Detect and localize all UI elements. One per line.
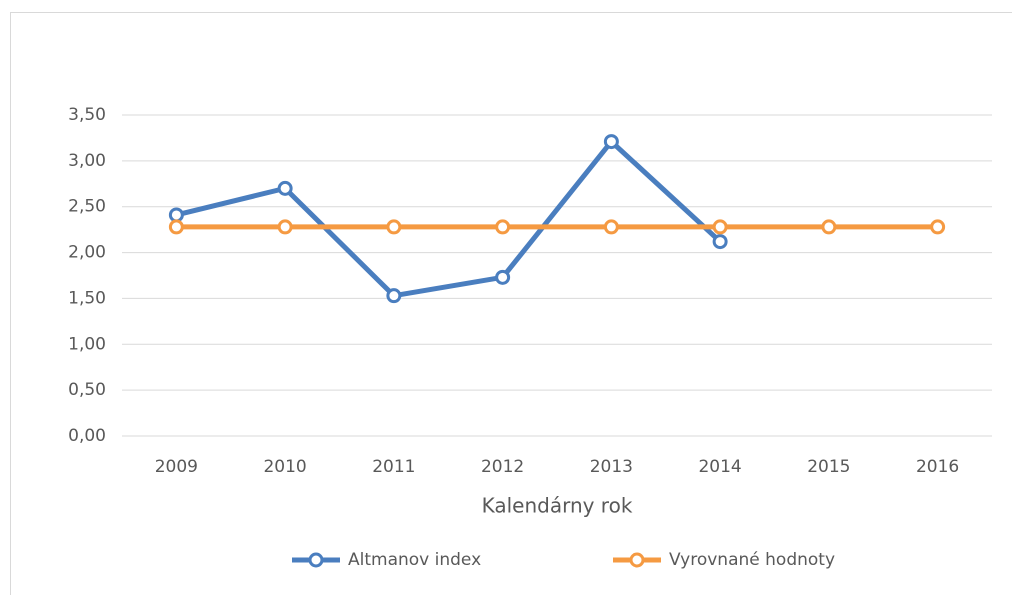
y-tick-label: 3,00 [68,151,106,171]
data-point [821,219,837,235]
data-point [603,134,619,150]
series-line [175,139,722,299]
data-point [168,207,184,223]
x-axis-label: Kalendárny rok [482,494,633,518]
y-tick-label: 1,00 [68,334,106,354]
x-tick-label: 2015 [807,457,850,477]
data-point [712,219,728,235]
data-point [386,288,402,304]
data-point [712,234,728,250]
data-point [168,219,184,235]
data-point [495,269,511,285]
y-tick-label: 3,50 [68,105,106,125]
legend-marker [308,552,324,568]
data-point [277,180,293,196]
x-tick-label: 2013 [590,457,633,477]
x-tick-label: 2016 [916,457,959,477]
y-tick-label: 0,00 [68,426,106,446]
y-tick-label: 2,00 [68,243,106,263]
legend-marker [629,552,645,568]
data-point [603,219,619,235]
data-point [386,219,402,235]
x-tick-label: 2012 [481,457,524,477]
y-tick-label: 1,50 [68,288,106,308]
data-point [277,219,293,235]
x-tick-label: 2011 [372,457,415,477]
legend-label: Altmanov index [348,550,481,570]
y-tick-label: 2,50 [68,197,106,217]
x-tick-label: 2014 [698,457,741,477]
x-tick-label: 2009 [155,457,198,477]
data-point [930,219,946,235]
legend-label: Vyrovnané hodnoty [669,550,835,570]
y-tick-label: 0,50 [68,380,106,400]
x-tick-label: 2010 [263,457,306,477]
data-point [495,219,511,235]
chart-frame [10,12,1012,595]
